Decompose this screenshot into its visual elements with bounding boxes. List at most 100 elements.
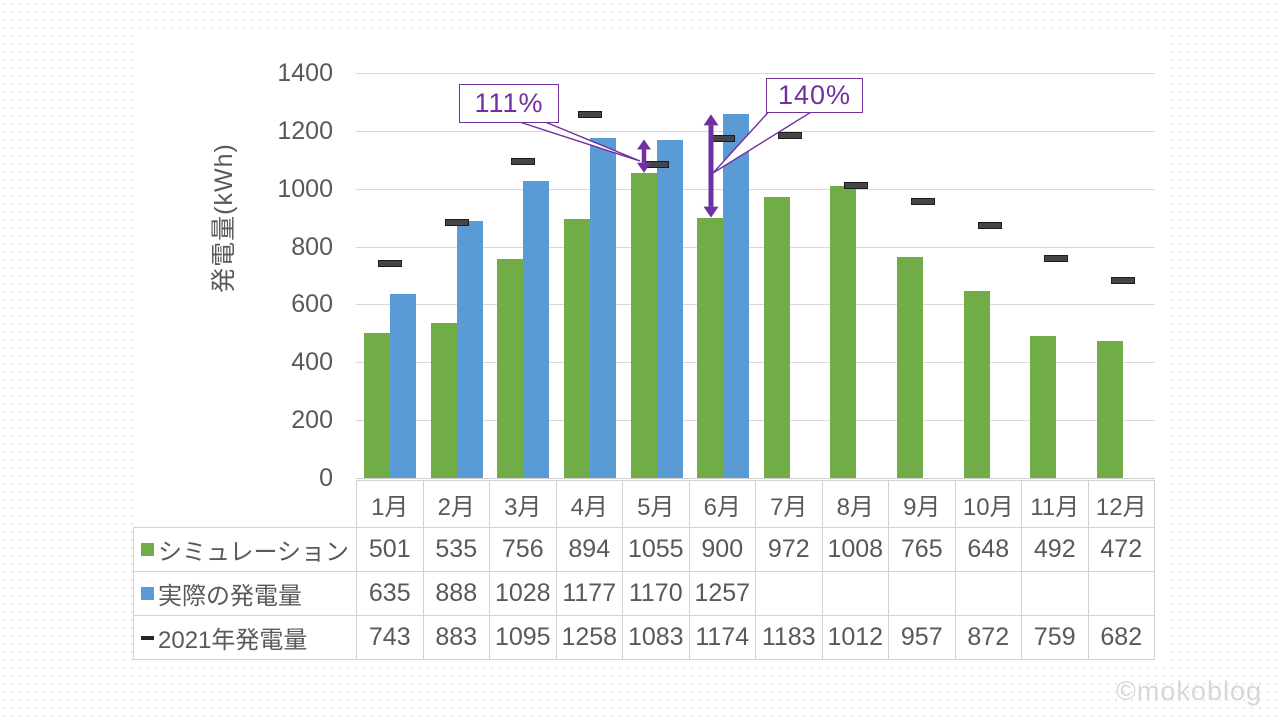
legend-label-y2021: 2021年発電量: [158, 627, 308, 654]
value-cell-actual-7月: [755, 571, 823, 616]
bar-simulation-6月: [697, 217, 724, 478]
value-cell-y2021-7月: 1183: [755, 615, 823, 660]
bar-simulation-9月: [896, 256, 923, 478]
dash-marker-10月: [977, 222, 1002, 230]
legend-cell-y2021: 2021年発電量: [133, 615, 357, 660]
value-cell-y2021-12月: 682: [1087, 615, 1155, 660]
value-cell-simulation-10月: 648: [954, 527, 1022, 572]
value-cell-actual-4月: 1177: [555, 571, 623, 616]
dash-marker-9月: [910, 197, 935, 205]
legend-label-actual: 実際の発電量: [158, 583, 302, 610]
y-tick-label: 0: [319, 464, 333, 492]
value-cell-simulation-6月: 900: [688, 527, 756, 572]
month-label-6月: 6月: [688, 480, 756, 528]
value-cell-y2021-1月: 743: [356, 615, 424, 660]
value-cell-y2021-8月: 1012: [821, 615, 889, 660]
dash-marker-12月: [1110, 277, 1135, 285]
gridline: [356, 188, 1155, 190]
bar-simulation-1月: [364, 333, 391, 478]
month-label-5月: 5月: [622, 480, 690, 528]
value-cell-y2021-9月: 957: [888, 615, 956, 660]
watermark: ©mokoblog: [1116, 676, 1262, 706]
value-cell-actual-6月: 1257: [688, 571, 756, 616]
legend-cell-actual: 実際の発電量: [133, 571, 357, 616]
legend-label-simulation: シミュレーション: [158, 539, 350, 566]
data-table: 1月 2月 3月 4月 5月 6月 7月 8月 9月 10月 11月 12月 シミュレーション 501 53…: [133, 480, 1155, 660]
dash-marker-11月: [1044, 254, 1069, 262]
dash-marker-6月: [711, 134, 736, 142]
bar-simulation-8月: [830, 186, 857, 478]
month-header-row: 1月 2月 3月 4月 5月 6月 7月 8月 9月 10月 11月 12月: [134, 480, 1155, 528]
y-tick-label: 1400: [277, 59, 333, 87]
month-label-4月: 4月: [555, 480, 623, 528]
y-tick-label: 400: [291, 348, 333, 377]
bar-actual-1月: [390, 294, 417, 478]
month-label-10月: 10月: [954, 480, 1022, 528]
value-cell-y2021-11月: 759: [1021, 615, 1089, 660]
annotation-callout-140: 140%: [766, 78, 863, 113]
value-cell-y2021-3月: 1095: [489, 615, 557, 660]
annotation-label: 140%: [777, 80, 852, 110]
value-cell-simulation-5月: 1055: [622, 527, 690, 572]
month-label-8月: 8月: [821, 480, 889, 528]
table-row-actual: 実際の発電量 635 888 1028 1177 1170 1257: [133, 571, 1155, 616]
value-cell-simulation-4月: 894: [555, 527, 623, 572]
month-label-7月: 7月: [755, 480, 823, 528]
value-cell-simulation-2月: 535: [422, 527, 490, 572]
month-label-3月: 3月: [489, 480, 557, 528]
value-cell-y2021-10月: 872: [954, 615, 1022, 660]
table-row-simulation: シミュレーション 501 535 756 894 1055 900 972 1008 765 648…: [133, 527, 1155, 572]
value-cell-actual-5月: 1170: [622, 571, 690, 616]
dash-marker-8月: [844, 181, 869, 189]
bar-actual-4月: [590, 137, 617, 478]
dash-marker-3月: [511, 157, 536, 165]
value-cell-y2021-4月: 1258: [555, 615, 623, 660]
legend-swatch-y2021-dash-icon: [141, 635, 154, 640]
value-cell-simulation-7月: 972: [755, 527, 823, 572]
legend-cell-simulation: シミュレーション: [133, 527, 357, 572]
y-tick-label: 800: [291, 232, 333, 261]
value-cell-actual-3月: 1028: [489, 571, 557, 616]
dash-marker-7月: [777, 132, 802, 140]
legend-swatch-simulation-square-icon: [141, 543, 154, 556]
gridline: [356, 362, 1155, 364]
bar-simulation-2月: [430, 323, 457, 478]
value-cell-actual-2月: 888: [422, 571, 490, 616]
annotation-label: 111%: [474, 88, 544, 118]
table-row-y2021: 2021年発電量 743 883 1095 1258 1083 1174 1183 1012 95…: [133, 615, 1155, 660]
gridline: [356, 73, 1155, 74]
value-cell-simulation-1月: 501: [356, 527, 424, 572]
annotation-callout-111: 111%: [459, 84, 559, 123]
value-cell-actual-12月: [1087, 571, 1155, 616]
bar-simulation-5月: [630, 172, 657, 478]
gridline: [356, 246, 1155, 248]
bar-simulation-4月: [564, 219, 591, 478]
dash-marker-2月: [444, 219, 469, 227]
month-label-9月: 9月: [888, 480, 956, 528]
y-axis-title: 発電量(kWh): [210, 143, 238, 293]
month-label-12月: 12月: [1087, 480, 1155, 528]
bar-simulation-3月: [497, 259, 524, 478]
value-cell-simulation-12月: 472: [1087, 527, 1155, 572]
value-cell-y2021-6月: 1174: [688, 615, 756, 660]
gridline: [356, 304, 1155, 306]
bar-actual-2月: [456, 221, 483, 478]
value-cell-y2021-2月: 883: [422, 615, 490, 660]
month-label-1月: 1月: [356, 480, 424, 528]
bar-simulation-12月: [1096, 341, 1123, 478]
value-cell-actual-10月: [954, 571, 1022, 616]
dash-marker-1月: [378, 259, 403, 267]
y-tick-label: 600: [291, 290, 333, 319]
y-tick-label: 1000: [277, 174, 333, 203]
value-cell-simulation-8月: 1008: [821, 527, 889, 572]
value-cell-actual-11月: [1021, 571, 1089, 616]
value-cell-simulation-11月: 492: [1021, 527, 1089, 572]
bar-actual-3月: [523, 180, 550, 478]
month-label-11月: 11月: [1021, 480, 1089, 528]
value-cell-actual-9月: [888, 571, 956, 616]
gridline: [356, 478, 1155, 479]
bar-simulation-10月: [963, 290, 990, 478]
value-cell-actual-8月: [821, 571, 889, 616]
value-cell-simulation-9月: 765: [888, 527, 956, 572]
